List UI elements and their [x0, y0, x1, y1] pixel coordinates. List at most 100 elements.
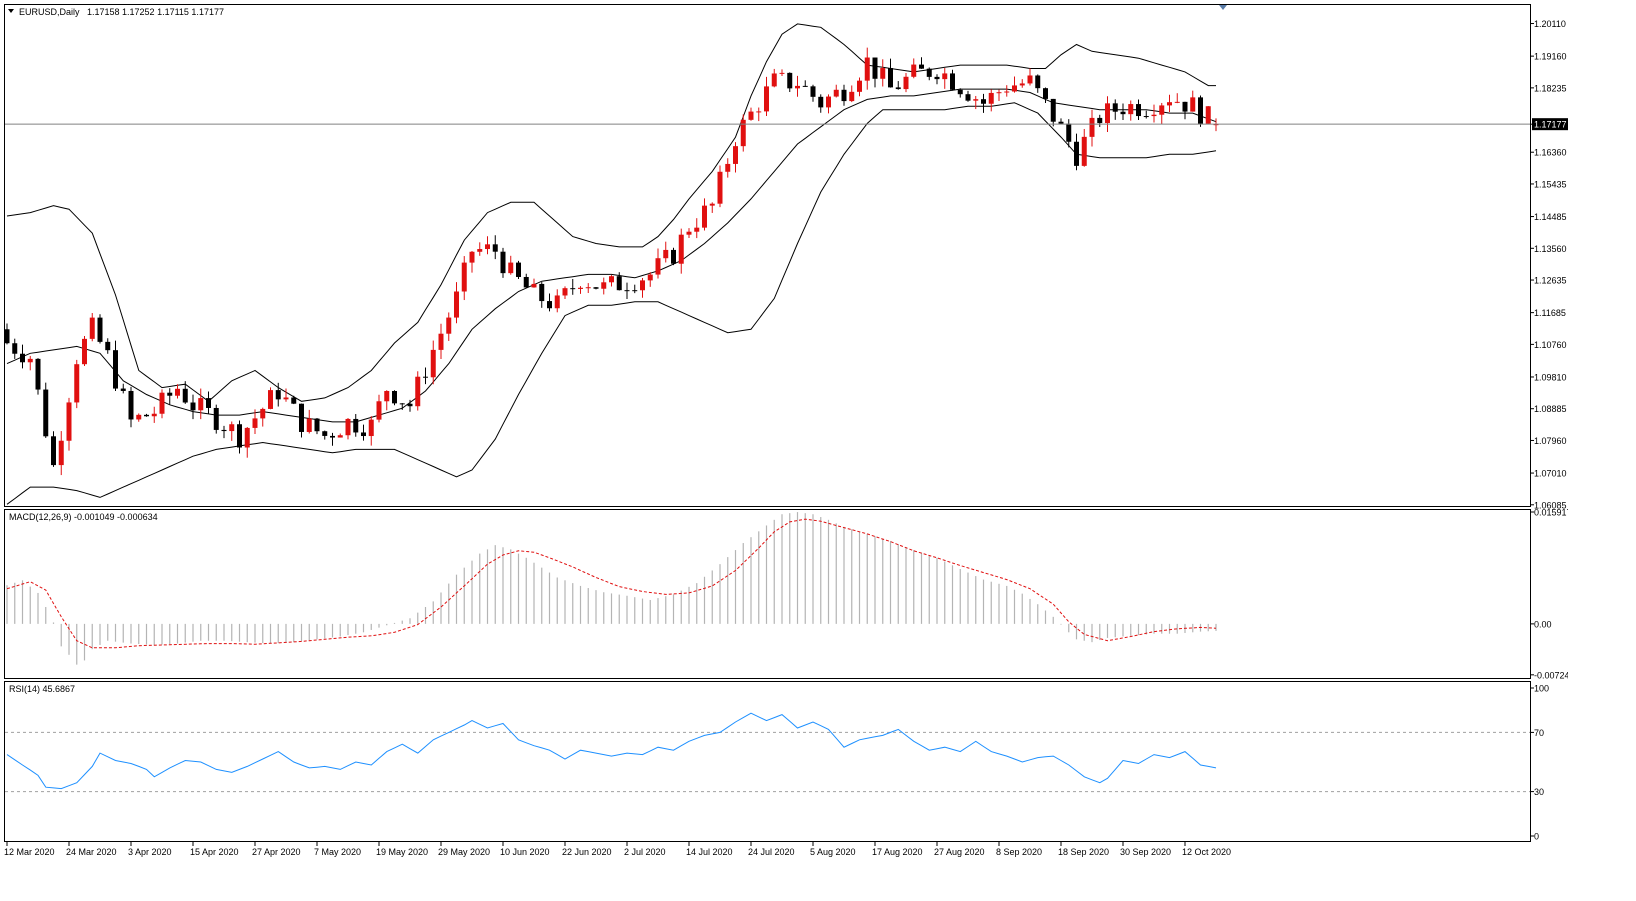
price-candles — [4, 47, 1530, 476]
candle-body — [361, 432, 366, 437]
candle-body — [965, 94, 971, 101]
price-tick-label: 1.08885 — [1534, 404, 1567, 414]
candle-body — [353, 418, 359, 433]
candle-body — [957, 89, 963, 95]
bollinger-band-lower — [6, 102, 1217, 505]
candle-body — [128, 390, 134, 420]
candle-body — [213, 407, 219, 430]
candle-body — [1128, 104, 1134, 115]
price-panel-frame — [4, 4, 1531, 507]
candle-body — [655, 258, 661, 275]
candle-body — [159, 392, 165, 414]
candle-body — [12, 343, 18, 354]
symbol-label: EURUSD,Daily — [19, 7, 80, 17]
candle-body — [911, 64, 917, 77]
candle-body — [663, 249, 669, 259]
candle-body — [1081, 136, 1087, 166]
price-tick-label: 1.12635 — [1534, 276, 1567, 286]
candle-body — [1074, 141, 1079, 166]
candle-body — [779, 72, 785, 74]
chart-background — [0, 0, 1568, 863]
candle-body — [547, 301, 552, 309]
candle-body — [826, 96, 831, 108]
candle-body — [477, 249, 483, 252]
time-tick-label: 24 Jul 2020 — [748, 847, 795, 857]
candle-body — [996, 92, 1002, 94]
candle-body — [66, 402, 72, 441]
candle-body — [895, 87, 901, 90]
candle-body — [1190, 97, 1196, 112]
candle-body — [578, 287, 583, 289]
candle-body — [136, 414, 142, 420]
candle-body — [872, 57, 878, 79]
candle-body — [144, 414, 149, 417]
candle-body — [903, 76, 909, 90]
candle-body — [1058, 121, 1064, 124]
candle-body — [1136, 104, 1141, 117]
candle-body — [229, 424, 235, 432]
candle-body — [423, 376, 428, 378]
candle-body — [151, 413, 157, 417]
candle-body — [616, 276, 622, 291]
candle-body — [446, 317, 452, 334]
candle-body — [880, 68, 886, 79]
candle-body — [51, 436, 56, 466]
candle-body — [888, 68, 893, 88]
time-tick-label: 29 May 2020 — [438, 847, 490, 857]
time-tick-label: 22 Jun 2020 — [562, 847, 612, 857]
candle-body — [1066, 123, 1072, 142]
candle-body — [647, 274, 653, 281]
candle-body — [523, 276, 529, 288]
price-axis: 1.20110 1.19160 1.18235 1.17177 1.16360 1.154… — [1530, 19, 1568, 510]
price-tick-label: 1.19160 — [1534, 52, 1567, 62]
candle-body — [113, 350, 118, 389]
chart-menu-arrow-icon[interactable] — [8, 9, 14, 13]
candle-body — [1097, 117, 1103, 124]
candle-body — [175, 388, 180, 396]
price-tick-label: 1.09810 — [1534, 372, 1567, 382]
candle-body — [376, 401, 382, 420]
candle-body — [206, 398, 211, 408]
candle-body — [1182, 101, 1188, 112]
candle-body — [306, 418, 312, 432]
candle-body — [740, 119, 746, 147]
price-tick-label: 1.20110 — [1534, 19, 1566, 29]
price-tick-label: 1.13560 — [1534, 244, 1567, 254]
price-tick-label: 1.07960 — [1534, 436, 1567, 446]
candle-body — [1159, 105, 1165, 115]
candle-body — [857, 80, 862, 92]
candle-body — [469, 251, 475, 263]
candle-body — [438, 333, 444, 350]
candle-body — [330, 435, 335, 438]
time-axis: 12 Mar 2020 24 Mar 2020 3 Apr 2020 15 Apr 2… — [4, 842, 1231, 857]
candle-body — [221, 429, 227, 432]
candle-body — [810, 86, 816, 97]
macd-panel-frame — [4, 509, 1531, 679]
candle-body — [1198, 97, 1203, 124]
candle-body — [934, 76, 940, 80]
candle-body — [82, 338, 87, 365]
time-tick-label: 3 Apr 2020 — [128, 847, 172, 857]
candle-body — [725, 163, 731, 172]
trading-chart[interactable]: EURUSD,Daily 1.17158 1.17252 1.17115 1.1… — [0, 0, 1568, 863]
candle-body — [1174, 101, 1180, 103]
time-tick-label: 5 Aug 2020 — [810, 847, 856, 857]
macd-tick-label: 0.00 — [1534, 619, 1552, 629]
candle-body — [748, 111, 754, 120]
chart-shift-marker-icon[interactable] — [1219, 5, 1227, 10]
candle-body — [516, 262, 521, 277]
candle-body — [337, 435, 343, 438]
candle-body — [1050, 98, 1056, 122]
candle-body — [678, 234, 684, 264]
time-tick-label: 12 Oct 2020 — [1182, 847, 1231, 857]
macd-axis: 0.015917 0.00 -0.007248 — [1530, 507, 1568, 680]
candle-body — [864, 57, 870, 81]
time-tick-label: 27 Aug 2020 — [934, 847, 985, 857]
candle-body — [686, 231, 692, 235]
candle-body — [764, 86, 769, 112]
candle-body — [368, 419, 374, 437]
candle-body — [787, 72, 793, 89]
candle-body — [640, 280, 645, 291]
candle-body — [105, 341, 111, 351]
candle-body — [1143, 116, 1149, 118]
